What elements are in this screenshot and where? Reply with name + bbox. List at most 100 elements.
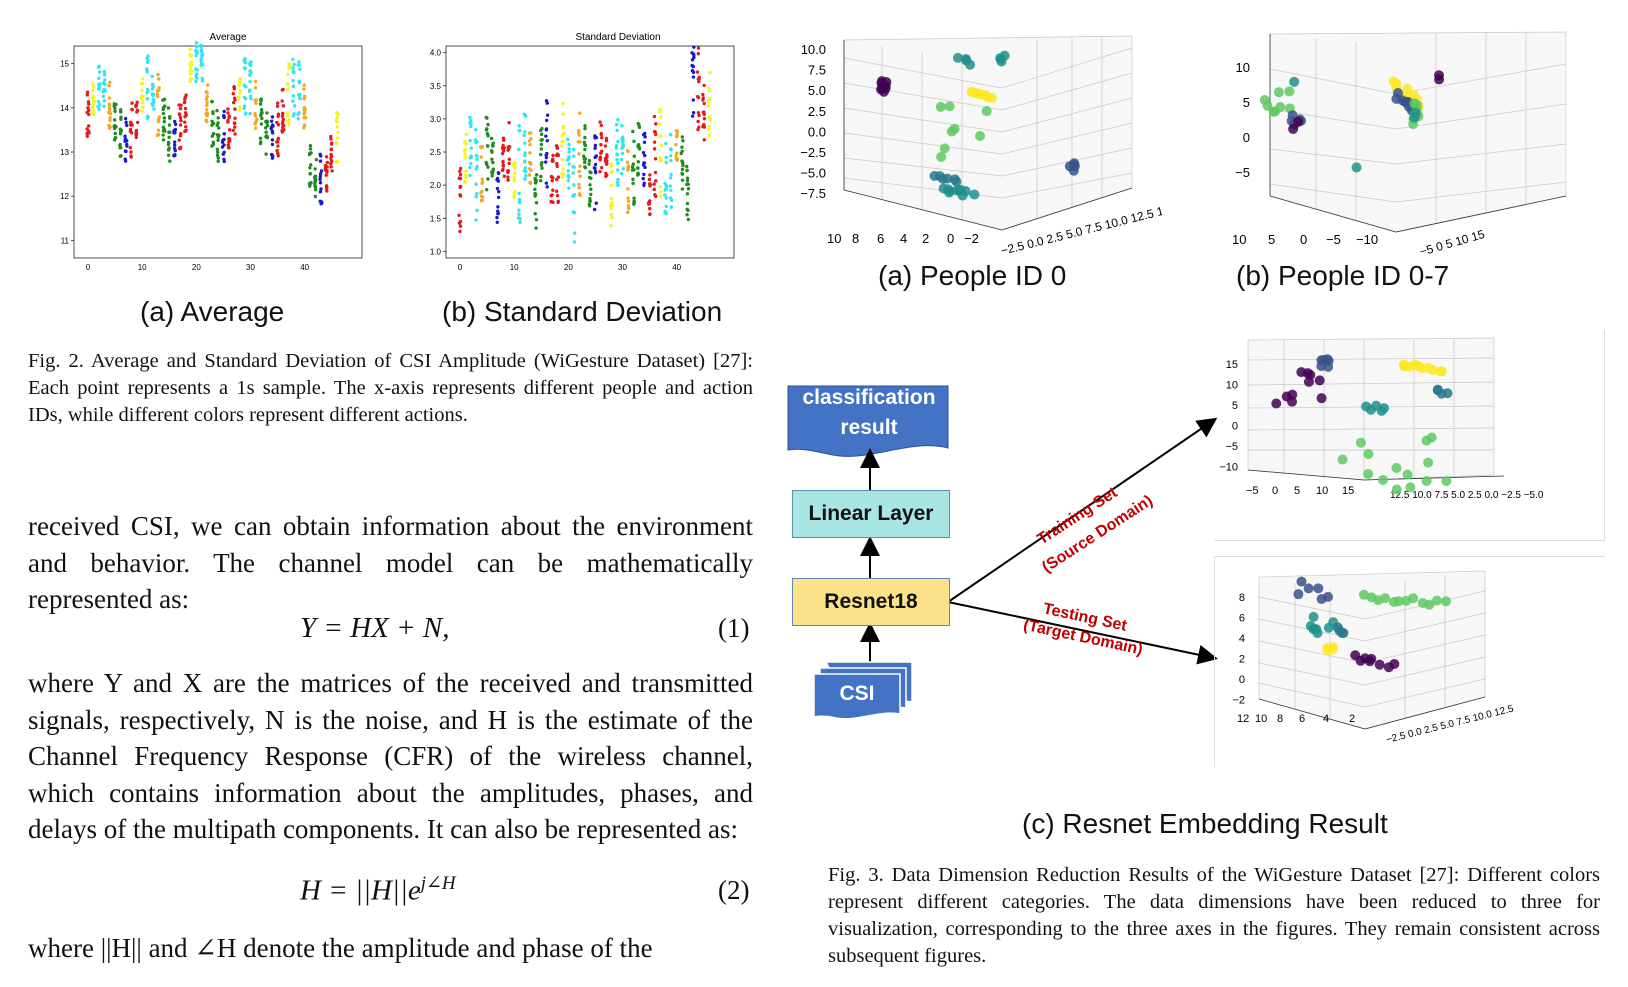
data-point [544, 127, 549, 131]
data-point [524, 174, 528, 178]
data-point [151, 98, 156, 102]
data-point [231, 91, 236, 96]
data-point [701, 96, 705, 100]
fig2-subcaption-a: (a) Average [140, 296, 285, 327]
data-point [588, 183, 592, 187]
data-point [222, 109, 226, 114]
data-point [330, 169, 334, 173]
data-point [495, 215, 499, 220]
data-point [583, 147, 587, 152]
data-point [318, 174, 323, 179]
data-point [325, 186, 329, 190]
data-point [92, 109, 96, 114]
y-tick-label: 13 [60, 148, 69, 157]
data-point [626, 203, 631, 208]
data-point [253, 126, 258, 130]
data-point [233, 116, 237, 121]
z-tick-label: 0 [1243, 130, 1250, 145]
data-point [549, 175, 554, 179]
data-point [631, 181, 635, 186]
data-point [484, 160, 488, 165]
data-point [302, 106, 307, 110]
embedding-point [1383, 662, 1394, 673]
data-point [560, 144, 564, 148]
data-point [177, 138, 181, 142]
data-point [668, 184, 673, 188]
data-point [85, 127, 89, 131]
data-point [659, 115, 663, 119]
data-point [307, 152, 312, 157]
data-point [150, 87, 155, 91]
data-point [125, 123, 129, 128]
data-point [210, 119, 214, 124]
data-point [179, 145, 183, 150]
data-point [473, 128, 478, 132]
data-point [583, 157, 587, 161]
data-point [168, 159, 172, 163]
data-point [632, 196, 636, 200]
data-point [523, 114, 528, 118]
data-point [269, 119, 274, 123]
data-point [567, 186, 571, 190]
data-point [313, 167, 317, 171]
data-point [458, 194, 463, 198]
embedding-point [1351, 162, 1362, 173]
embedding-point [1305, 369, 1316, 380]
data-point [216, 116, 220, 120]
data-point [692, 45, 696, 49]
data-point [517, 191, 521, 196]
data-point [533, 187, 537, 192]
data-point [168, 115, 172, 119]
data-point [642, 181, 646, 186]
data-point [102, 73, 107, 77]
data-point [600, 149, 604, 153]
data-point [600, 136, 604, 140]
embedding-point [1363, 448, 1374, 459]
fig2-subcaption-b: (b) Standard Deviation [442, 296, 723, 327]
equation-2-exponent: j∠H [420, 873, 456, 894]
data-point [485, 132, 490, 136]
data-point [102, 98, 107, 103]
data-point [556, 175, 561, 179]
data-point [593, 162, 598, 167]
data-point [631, 129, 635, 134]
data-point [598, 155, 603, 159]
y-tick-label: 14 [60, 104, 69, 113]
data-point [238, 105, 242, 109]
data-point [593, 146, 597, 150]
embedding-point [939, 143, 950, 154]
data-point [233, 125, 237, 129]
data-point [238, 89, 242, 93]
data-point [517, 128, 521, 133]
data-point [135, 108, 140, 113]
data-point [604, 138, 609, 143]
data-point [600, 165, 604, 170]
data-point [551, 159, 555, 163]
data-point [275, 120, 279, 125]
y-tick-label: 3.0 [430, 115, 442, 124]
data-point [589, 170, 593, 175]
csi-input-node: CSI [839, 682, 875, 705]
data-point [544, 118, 549, 123]
data-point [577, 152, 581, 156]
embedding-point [878, 86, 889, 97]
data-point [512, 161, 517, 166]
data-point [156, 118, 161, 122]
data-point [276, 114, 280, 119]
x-tick-label: 0 [86, 263, 91, 272]
data-point [329, 137, 333, 141]
data-point [507, 146, 511, 151]
data-point [587, 162, 591, 166]
data-point [475, 208, 479, 213]
data-point [92, 95, 96, 99]
embedding-point [1441, 476, 1452, 487]
data-point [555, 177, 559, 182]
data-point [130, 123, 134, 127]
embedding-point [1338, 627, 1349, 638]
embedding-point [1323, 591, 1334, 602]
data-point [556, 153, 561, 158]
data-point [592, 207, 597, 212]
data-point [157, 115, 162, 119]
embedding-point [1323, 361, 1334, 372]
data-point [205, 91, 209, 95]
